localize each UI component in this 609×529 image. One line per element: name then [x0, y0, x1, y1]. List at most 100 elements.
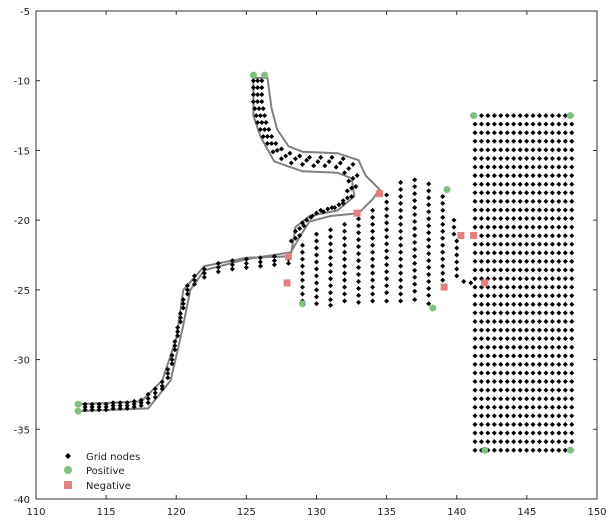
- grid-node-point: [569, 353, 575, 359]
- grid-node-point: [169, 357, 175, 363]
- grid-node-point: [543, 198, 549, 204]
- grid-node-point: [426, 258, 432, 264]
- grid-node-point: [124, 405, 130, 411]
- grid-node-point: [165, 375, 171, 381]
- grid-node-point: [485, 155, 491, 161]
- grid-node-point: [543, 241, 549, 247]
- grid-node-point: [498, 301, 504, 307]
- grid-node-point: [342, 228, 348, 234]
- grid-node-point: [498, 121, 504, 127]
- grid-node-point: [315, 159, 321, 165]
- grid-node-point: [530, 155, 536, 161]
- grid-node-point: [536, 284, 542, 290]
- grid-node-point: [511, 293, 517, 299]
- grid-node-point: [524, 276, 530, 282]
- grid-node-point: [243, 260, 249, 266]
- grid-node-point: [412, 198, 418, 204]
- grid-node-point: [478, 207, 484, 213]
- grid-node-point: [549, 276, 555, 282]
- grid-node-point: [138, 403, 144, 409]
- grid-node-point: [485, 430, 491, 436]
- grid-node-point: [297, 226, 303, 232]
- grid-node-point: [543, 447, 549, 453]
- grid-node-point: [556, 181, 562, 187]
- grid-node-point: [562, 387, 568, 393]
- grid-node-point: [451, 231, 457, 237]
- grid-node-point: [536, 130, 542, 136]
- grid-node-point: [517, 138, 523, 144]
- grid-node-point: [472, 396, 478, 402]
- grid-node-point: [370, 242, 376, 248]
- grid-node-point: [543, 293, 549, 299]
- grid-node-point: [524, 353, 530, 359]
- grid-node-point: [172, 338, 178, 344]
- negative-point: [284, 252, 292, 260]
- grid-node-point: [297, 232, 303, 238]
- grid-node-point: [517, 267, 523, 273]
- grid-node-point: [524, 439, 530, 445]
- grid-node-point: [530, 370, 536, 376]
- grid-node-point: [491, 113, 497, 119]
- grid-node-point: [569, 336, 575, 342]
- grid-node-point: [498, 190, 504, 196]
- grid-node-point: [536, 327, 542, 333]
- grid-node-point: [498, 241, 504, 247]
- x-tick-label: 140: [447, 507, 466, 518]
- grid-node-point: [329, 154, 335, 160]
- grid-node-point: [524, 233, 530, 239]
- grid-node-point: [498, 181, 504, 187]
- grid-node-point: [498, 327, 504, 333]
- grid-node-point: [370, 221, 376, 227]
- grid-node-point: [517, 413, 523, 419]
- grid-node-point: [569, 387, 575, 393]
- grid-node-point: [530, 439, 536, 445]
- grid-node-point: [138, 400, 144, 406]
- grid-node-point: [485, 224, 491, 230]
- grid-node-point: [504, 207, 510, 213]
- grid-node-point: [536, 216, 542, 222]
- grid-node-point: [549, 430, 555, 436]
- grid-node-point: [536, 233, 542, 239]
- grid-node-point: [472, 370, 478, 376]
- grid-node-point: [511, 447, 517, 453]
- grid-node-point: [271, 262, 277, 268]
- grid-node-point: [257, 255, 263, 261]
- grid-node-point: [292, 228, 298, 234]
- legend: Grid nodes Positive Negative: [64, 452, 140, 492]
- negative-point: [353, 209, 361, 217]
- grid-node-point: [485, 147, 491, 153]
- grid-node-point: [504, 430, 510, 436]
- grid-node-point: [172, 347, 178, 353]
- grid-node-point: [478, 190, 484, 196]
- grid-node-point: [159, 379, 165, 385]
- grid-node-point: [498, 224, 504, 230]
- grid-node-point: [412, 267, 418, 273]
- positive-point: [261, 71, 269, 79]
- grid-node-point: [270, 149, 276, 155]
- grid-node-point: [569, 121, 575, 127]
- grid-node-point: [485, 327, 491, 333]
- grid-node-point: [485, 361, 491, 367]
- grid-node-point: [511, 284, 517, 290]
- grid-node-point: [569, 267, 575, 273]
- grid-node-point: [549, 336, 555, 342]
- grid-node-point: [517, 130, 523, 136]
- grid-node-point: [536, 379, 542, 385]
- grid-node-point: [562, 439, 568, 445]
- grid-node-point: [340, 156, 346, 162]
- grid-node-point: [124, 400, 130, 406]
- grid-node-point: [262, 127, 268, 133]
- grid-node-point: [485, 336, 491, 342]
- grid-node-point: [536, 387, 542, 393]
- grid-node-point: [530, 164, 536, 170]
- grid-node-point: [543, 379, 549, 385]
- grid-node-point: [110, 400, 116, 406]
- grid-node-point: [511, 379, 517, 385]
- grid-node-point: [511, 370, 517, 376]
- grid-node-point: [517, 421, 523, 427]
- grid-node-point: [556, 344, 562, 350]
- grid-node-point: [504, 258, 510, 264]
- grid-node-point: [511, 224, 517, 230]
- grid-node-point: [498, 353, 504, 359]
